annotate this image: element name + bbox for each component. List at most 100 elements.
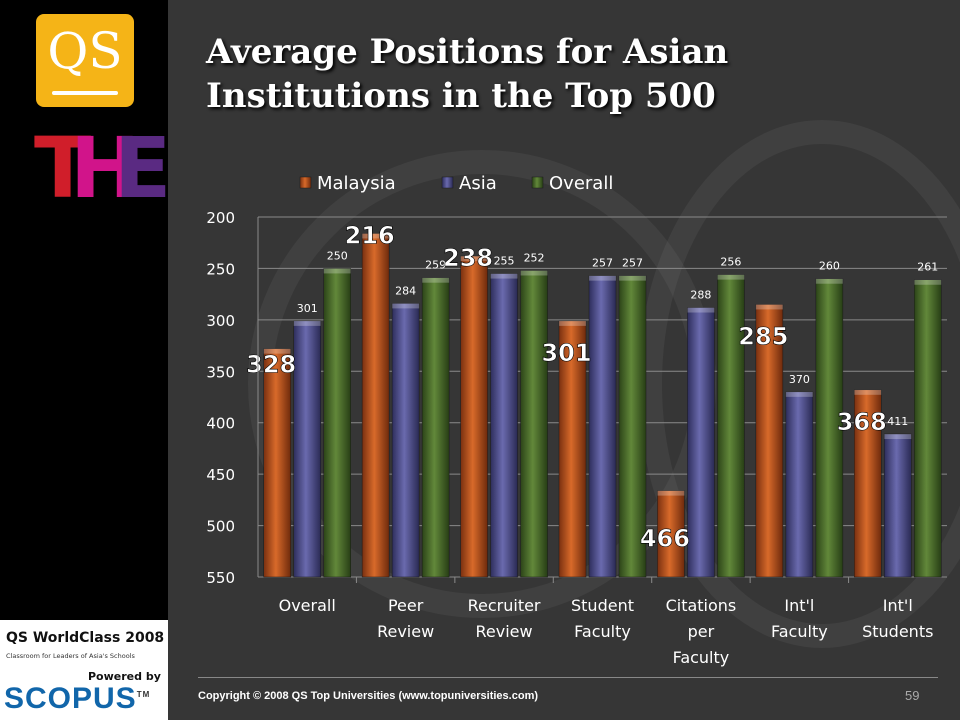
data-label-overall: 252 [524,251,545,264]
data-label-malaysia: 216 [345,221,395,249]
slide-title: Average Positions for Asian Institutions… [206,30,906,118]
data-label-overall: 257 [622,257,643,270]
bar-malaysia-4 [657,490,685,578]
data-label-overall: 259 [425,259,446,272]
page-number: 59 [905,688,920,703]
bar-cap [422,277,450,283]
the-logo-e: E [114,119,171,217]
bar-cap [815,278,843,284]
bar-overall-3 [618,275,647,578]
legend-swatch-overall [531,176,544,189]
bar-cap [755,304,783,310]
legend-swatch-malaysia [299,176,312,189]
x-tick-label: Recruiter [468,596,541,615]
data-label-asia: 411 [887,415,908,428]
x-tick-label: Faculty [771,622,828,641]
data-label-asia: 255 [494,255,515,268]
scopus-text: SCOPUS [4,682,137,715]
title-line-1: Average Positions for Asian [206,32,729,72]
y-tick-label: 300 [206,312,235,330]
y-tick-label: 450 [206,466,235,484]
bar-cap [362,233,390,239]
bar-cap [657,490,685,496]
bar-malaysia-6 [854,389,882,578]
the-logo-h: H [70,119,140,217]
x-tick-label: Peer [388,596,424,615]
bar-asia-4 [687,307,715,578]
scopus-logo: SCOPUSTM [4,682,150,716]
bar-malaysia-3 [558,320,587,578]
the-logo-t: T [34,119,91,217]
bar-cap [293,320,321,326]
data-label-overall: 250 [327,249,348,262]
x-tick-label: Student [571,596,634,615]
data-label-overall: 260 [819,260,840,273]
y-tick-label: 400 [206,415,235,433]
qs-logo-underline [52,91,118,95]
sponsor-logos: QS WorldClass 2008 Classroom for Leaders… [0,620,168,720]
bar-malaysia-5 [755,304,784,578]
bars [263,233,942,578]
data-label-malaysia: 301 [541,339,591,367]
bar-cap [619,275,646,281]
x-tick-label: Faculty [574,622,631,641]
bar-cap [914,279,942,285]
legend-label-overall: Overall [549,173,613,194]
bar-cap [717,274,745,280]
axes: 200 250 300 350 400 450 500 550 Overall Peer Revie… [206,209,933,667]
data-label-overall: 256 [720,256,741,269]
bar-malaysia-2 [460,255,488,578]
x-tick-label: Int'l [883,596,913,615]
y-tick-label: 200 [206,209,235,227]
bar-asia-6 [884,433,912,578]
legend: Malaysia Asia Overall [299,173,613,194]
scopus-tm: TM [136,690,151,699]
bar-cap [263,348,291,354]
data-label-malaysia: 238 [443,244,493,272]
data-label-asia: 288 [690,289,711,302]
y-tick-label: 250 [206,260,235,278]
bar-cap [460,256,488,262]
bar-asia-3 [588,275,617,578]
x-tick-label: per [688,622,715,641]
bar-cap [884,434,912,440]
x-tick-label: Review [476,622,533,641]
bar-cap [392,303,420,309]
bar-asia-0 [293,320,321,578]
title-line-2: Institutions in the Top 500 [206,76,716,116]
bar-cap [785,391,813,397]
qs-logo-text: QS [47,22,123,80]
bar-overall-4 [717,274,745,578]
bar-overall-6 [914,279,942,578]
legend-swatch-asia [441,176,454,189]
x-tick-label: Int'l [784,596,814,615]
bar-overall-0 [323,268,351,578]
bar-overall-5 [815,278,844,578]
legend-label-malaysia: Malaysia [317,173,396,194]
data-label-asia: 370 [789,373,810,386]
bar-cap [490,273,518,279]
x-tick-label: Faculty [673,648,730,667]
worldclass-logo: QS WorldClass 2008 [6,630,165,646]
bar-asia-1 [391,303,420,578]
x-tick-label: Citations [666,596,737,615]
bar-overall-1 [421,277,450,578]
footer-divider [198,677,938,678]
y-tick-label: 550 [206,569,235,587]
bar-cap [589,275,616,281]
y-tick-label: 350 [206,363,235,381]
y-tick-label: 500 [206,518,235,536]
bar-cap [559,320,586,326]
x-tick-label: Overall [279,596,336,615]
data-label-asia: 257 [592,257,613,270]
bar-cap [520,270,548,276]
data-label-asia: 301 [297,302,318,315]
worldclass-subtitle: Classroom for Leaders of Asia's Schools [6,652,135,660]
qs-logo: QS [36,14,134,107]
data-label-malaysia: 328 [246,351,296,379]
bar-overall-2 [520,270,548,578]
bar-malaysia-1 [361,233,390,578]
data-label-malaysia: 466 [640,525,690,553]
